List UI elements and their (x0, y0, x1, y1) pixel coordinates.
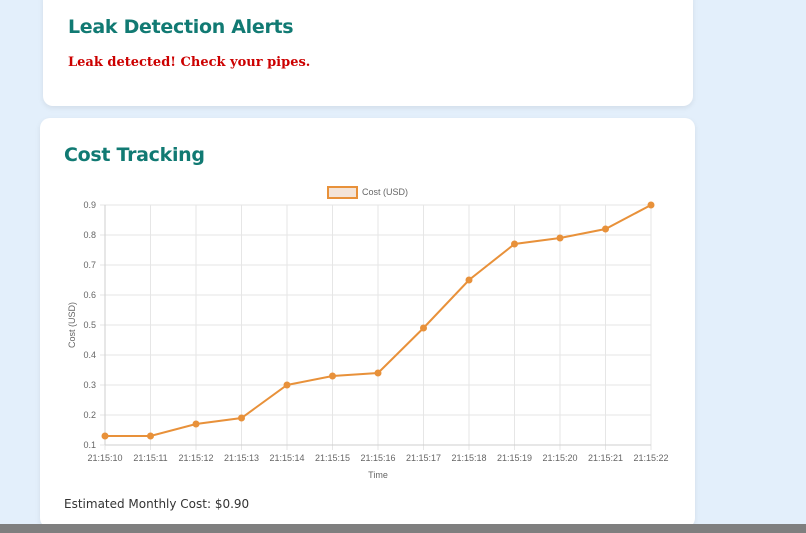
cost-data-point (238, 414, 245, 422)
x-tick-label: 21:15:14 (269, 453, 304, 463)
leak-alerts-card: Leak Detection Alerts Leak detected! Che… (43, 0, 693, 106)
x-tick-label: 21:15:13 (224, 453, 259, 463)
cost-chart: 0.1 0.2 0.3 0.4 0.5 0.6 0.7 0.8 0.9 21:15:10 21:15… (67, 186, 669, 480)
legend-swatch (327, 186, 358, 199)
y-axis-title: Cost (USD) (67, 302, 77, 348)
cost-data-point (556, 234, 564, 242)
cost-data-point (283, 381, 291, 389)
y-tick-label: 0.8 (83, 230, 96, 240)
chart-legend: Cost (USD) (327, 186, 408, 199)
cost-data-point (147, 432, 154, 440)
cost-data-point (101, 432, 109, 440)
x-tick-label: 21:15:22 (633, 453, 668, 463)
y-tick-label: 0.3 (83, 380, 96, 390)
cost-data-point (329, 372, 336, 380)
x-tick-label: 21:15:15 (315, 453, 350, 463)
estimated-monthly-cost: Estimated Monthly Cost: $0.90 (64, 497, 250, 511)
x-tick-label: 21:15:17 (406, 453, 441, 463)
cost-tracking-card: Cost Tracking 0.1 0.2 0.3 0.4 0.5 0.6 0.7 0.8 0.… (40, 118, 695, 528)
cost-data-point (465, 276, 473, 284)
y-tick-label: 0.2 (83, 410, 96, 420)
cost-data-point (192, 420, 200, 428)
cost-data-point (511, 240, 518, 248)
chart-axes: 0.1 0.2 0.3 0.4 0.5 0.6 0.7 0.8 0.9 21:15:10 21:15… (83, 200, 668, 463)
leak-alerts-title: Leak Detection Alerts (68, 16, 294, 38)
chart-series (101, 201, 655, 440)
x-tick-label: 21:15:11 (133, 453, 167, 463)
cost-tracking-title: Cost Tracking (64, 144, 205, 166)
y-tick-label: 0.1 (83, 440, 96, 450)
horizontal-scrollbar[interactable] (0, 524, 806, 533)
cost-data-point (647, 201, 655, 209)
x-axis-title: Time (368, 470, 388, 480)
x-tick-label: 21:15:18 (451, 453, 486, 463)
cost-data-point (420, 324, 427, 332)
cost-data-point (602, 225, 609, 233)
y-tick-label: 0.4 (83, 350, 96, 360)
x-tick-label: 21:15:16 (360, 453, 395, 463)
chart-grid (100, 204, 652, 450)
y-tick-label: 0.9 (83, 200, 96, 210)
y-tick-label: 0.6 (83, 290, 96, 300)
x-tick-label: 21:15:10 (87, 453, 122, 463)
y-tick-label: 0.5 (83, 320, 96, 330)
leak-alert-message: Leak detected! Check your pipes. (68, 55, 311, 70)
legend-label: Cost (USD) (362, 187, 408, 197)
x-tick-label: 21:15:20 (542, 453, 577, 463)
cost-data-point (374, 369, 382, 377)
x-tick-label: 21:15:21 (588, 453, 623, 463)
y-tick-label: 0.7 (83, 260, 96, 270)
x-tick-label: 21:15:19 (497, 453, 532, 463)
x-tick-label: 21:15:12 (178, 453, 213, 463)
